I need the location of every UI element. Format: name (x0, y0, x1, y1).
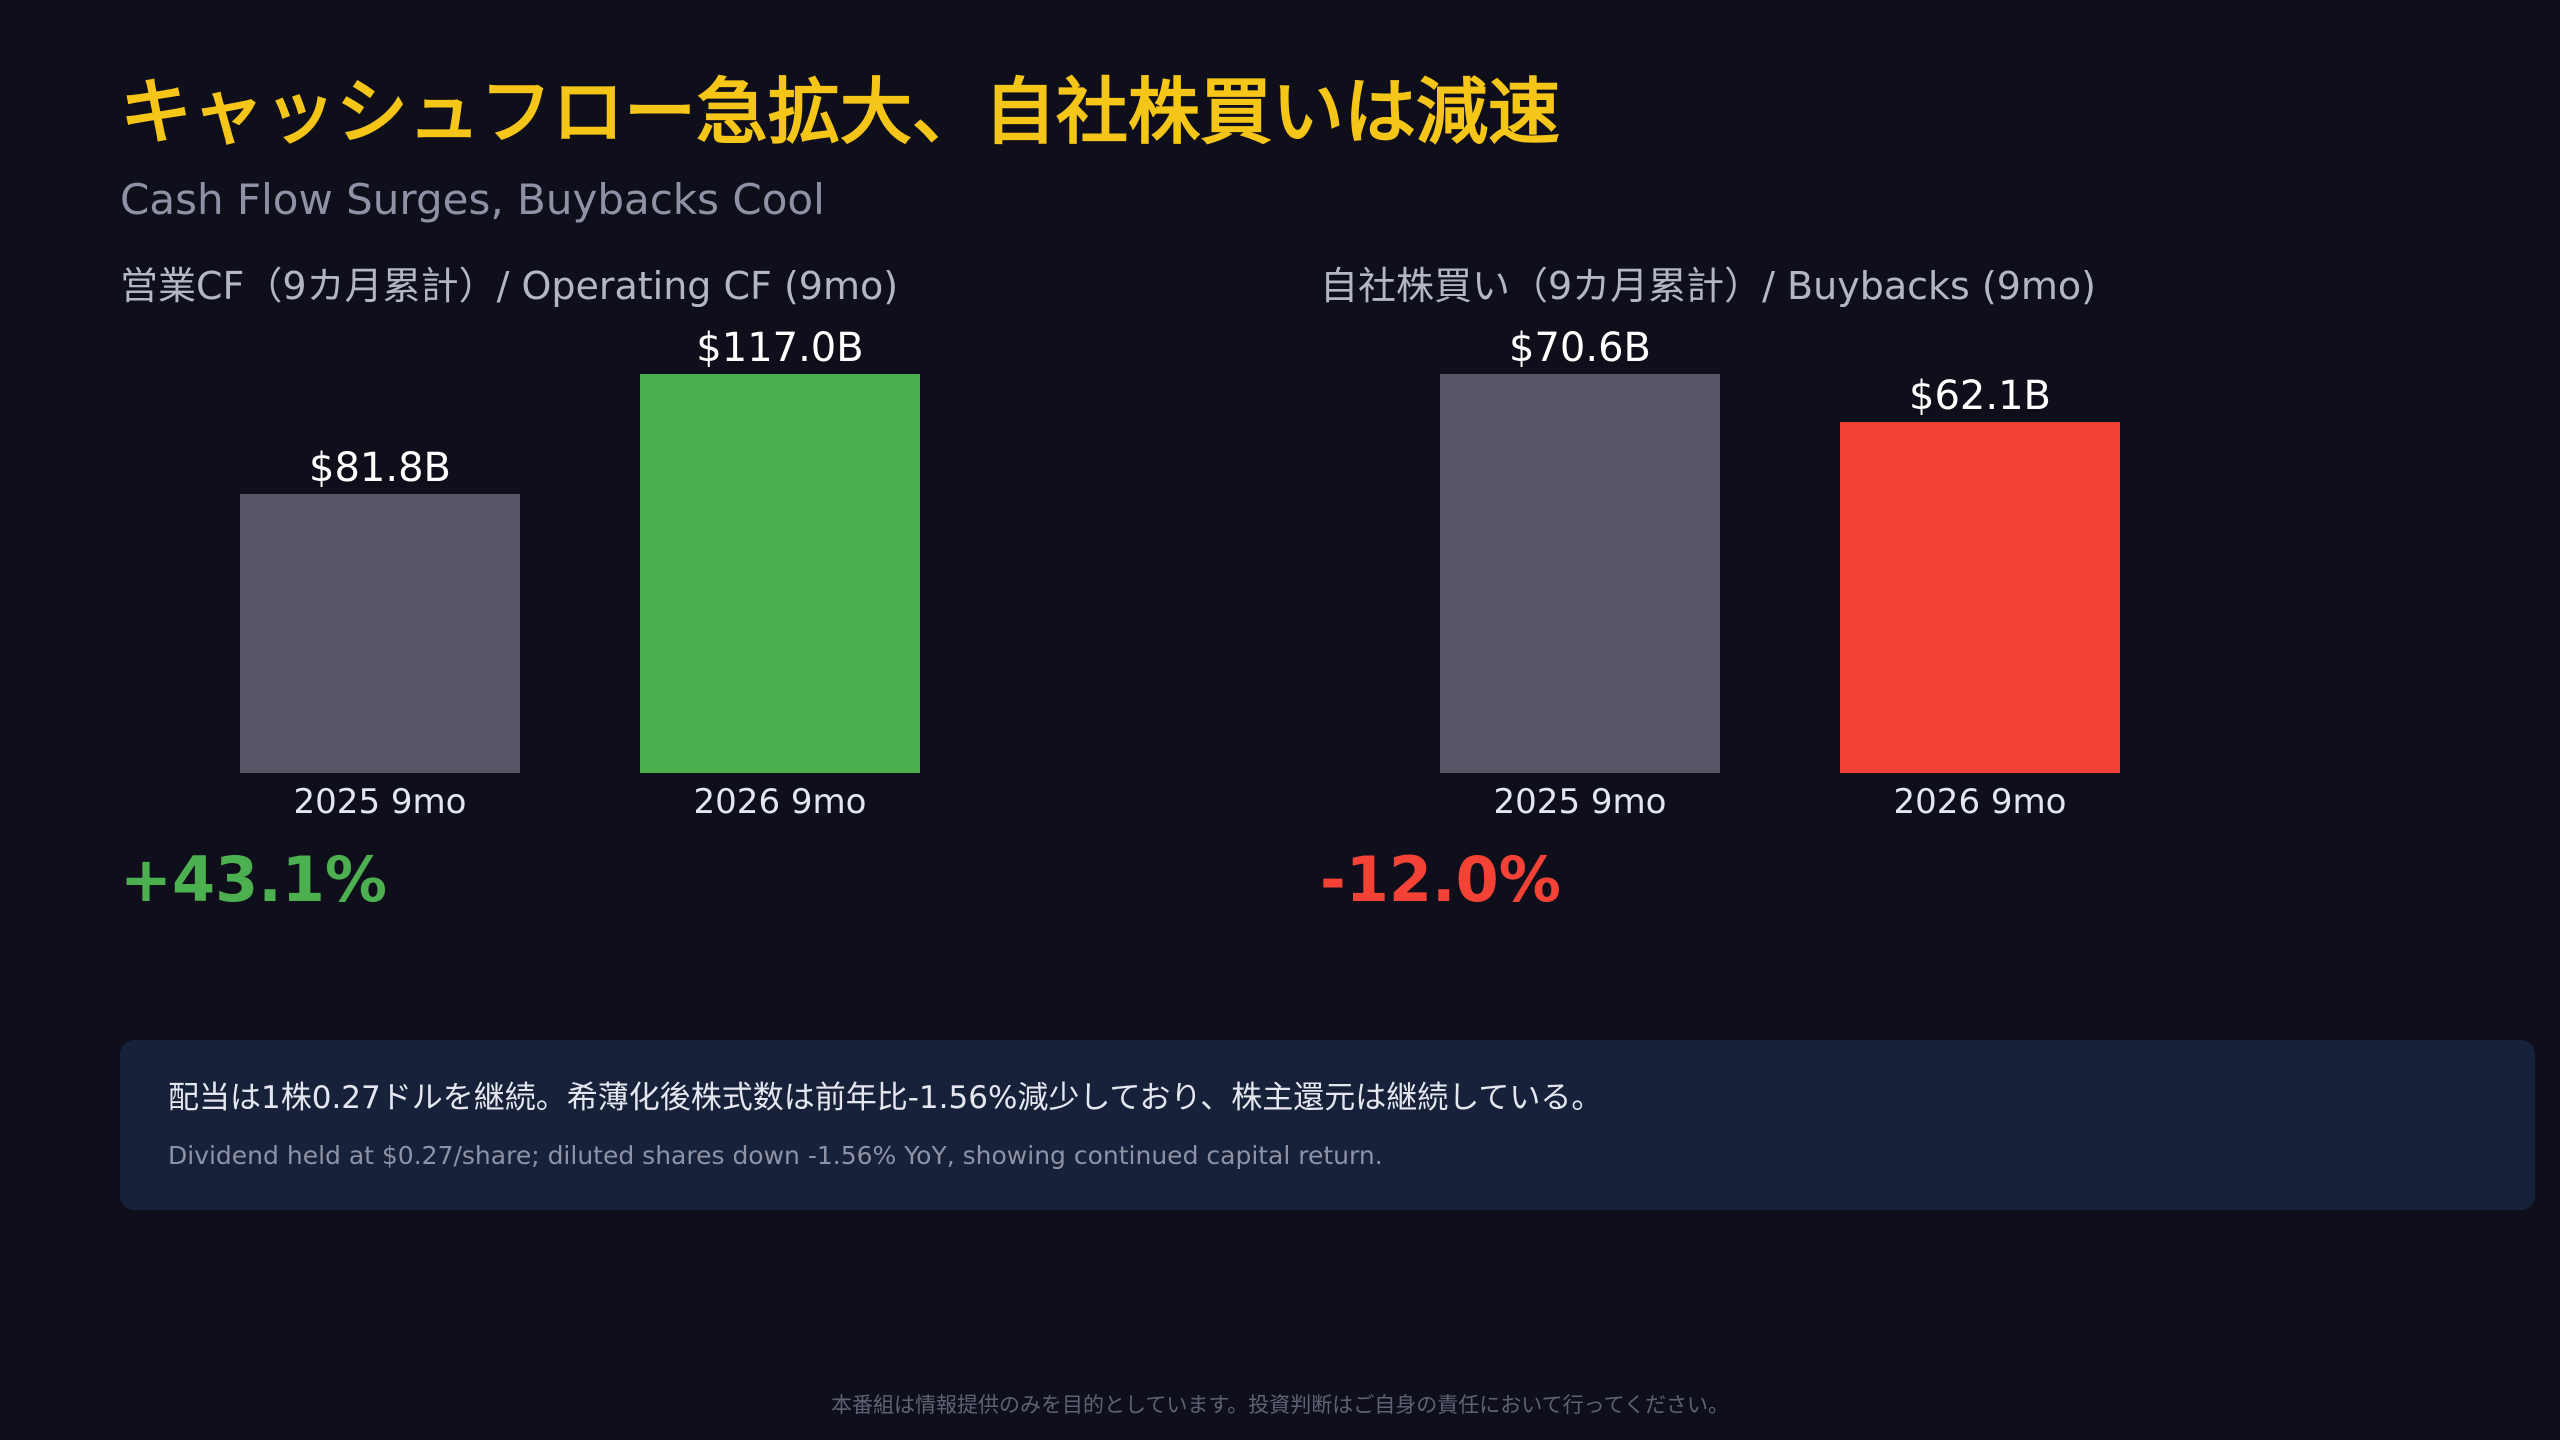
page-subtitle: Cash Flow Surges, Buybacks Cool (120, 175, 825, 224)
note-text-jp: 配当は1株0.27ドルを継続。希薄化後株式数は前年比-1.56%減少しており、株… (168, 1080, 1603, 1116)
operating-cf-panel: $81.8B 2025 9mo $117.0B 2026 9mo 営業CF（9カ月累計… (120, 256, 1220, 956)
buybacks-chart-title: 自社株買い（9カ月累計）/ Buybacks (9mo) (1320, 264, 2096, 308)
value-label-0-1: $117.0B (696, 325, 863, 371)
buybacks-change: -12.0% (1320, 843, 1561, 916)
value-label-1-1: $62.1B (1909, 373, 2051, 419)
category-label-1-1: 2026 9mo (1894, 782, 2067, 822)
bar-1-0 (1440, 374, 1720, 773)
disclaimer: 本番組は情報提供のみを目的としています。投資判断はご自身の責任において行ってくだ… (831, 1393, 1729, 1417)
operating-cf-change: +43.1% (120, 843, 388, 916)
page-title: キャッシュフロー急拡大、自社株買いは減速 (120, 70, 1561, 154)
category-label-0-0: 2025 9mo (294, 782, 467, 822)
value-label-0-0: $81.8B (309, 445, 451, 491)
bar-1-1 (1840, 422, 2120, 773)
capital-return-note: 配当は1株0.27ドルを継続。希薄化後株式数は前年比-1.56%減少しており、株… (120, 1040, 2535, 1210)
category-label-0-1: 2026 9mo (694, 782, 867, 822)
buybacks-chart: $70.6B 2025 9mo $62.1B 2026 9mo (1440, 325, 2120, 822)
bar-0-1 (640, 374, 920, 773)
operating-cf-chart: $81.8B 2025 9mo $117.0B 2026 9mo (240, 325, 920, 822)
note-text-en: Dividend held at $0.27/share; diluted sh… (168, 1141, 1383, 1170)
buybacks-panel: $70.6B 2025 9mo $62.1B 2026 9mo 自社株買い（9カ月累計… (1320, 256, 2420, 956)
category-label-1-0: 2025 9mo (1494, 782, 1667, 822)
value-label-1-0: $70.6B (1509, 325, 1651, 371)
bar-0-0 (240, 494, 520, 773)
operating-cf-chart-title: 営業CF（9カ月累計）/ Operating CF (9mo) (120, 264, 899, 308)
